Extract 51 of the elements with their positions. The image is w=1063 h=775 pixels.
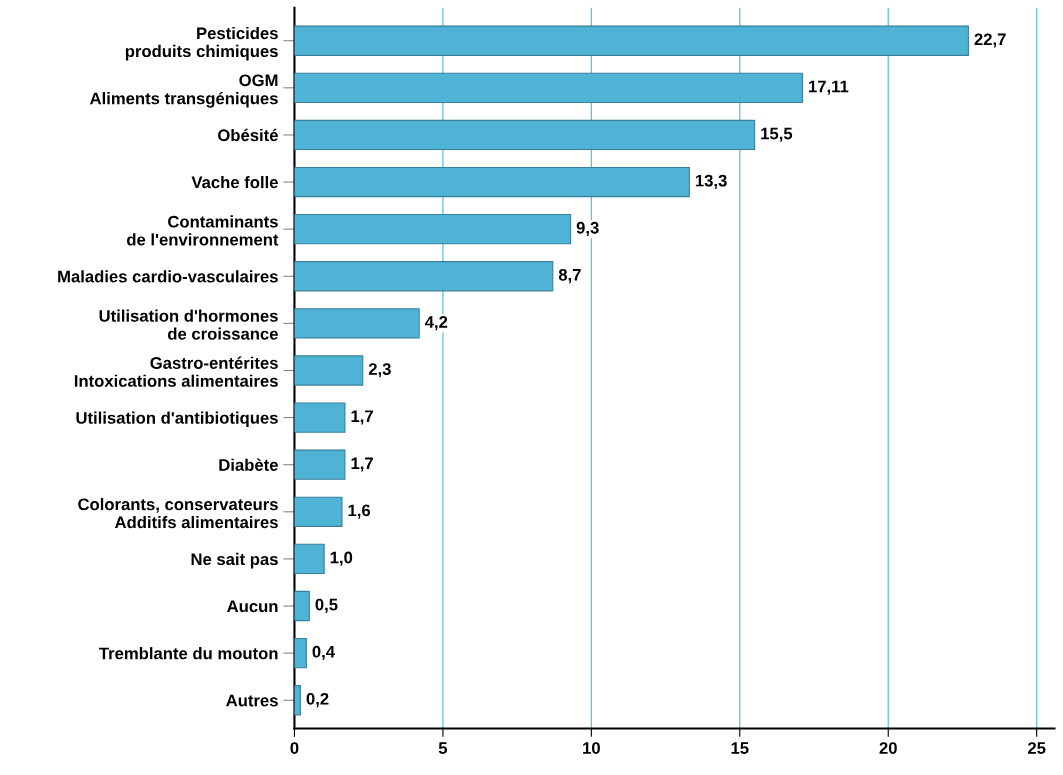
bar: [294, 496, 343, 527]
y-tick-label: Vache folle: [191, 176, 278, 189]
bar: [294, 261, 554, 292]
y-tick-label: Pesticides produits chimiques: [125, 26, 278, 61]
bar: [294, 119, 756, 151]
x-tick-label: 25: [1027, 742, 1046, 754]
y-tick-label: Tremblante du mouton: [99, 647, 278, 660]
data-label: 1,7: [351, 457, 373, 472]
x-tick-label: 20: [879, 742, 897, 754]
y-tick-label: Colorants, conservateurs Additifs alimentaires: [78, 498, 278, 529]
y-tick-label: Maladies cardio-vasculaires: [58, 270, 278, 283]
y-tick-label: Ne sait pas: [191, 552, 278, 569]
y-tick-label: Utilisation d'antibiotiques: [76, 411, 278, 428]
data-label: 17,11: [809, 80, 849, 95]
y-tick-label: Utilisation d'hormones de croissance: [99, 309, 278, 340]
y-tick-label: OGM Aliments transgéniques: [89, 74, 278, 108]
data-label: 8,7: [558, 268, 581, 284]
y-tick-label: Aucun: [227, 600, 278, 613]
bar: [294, 355, 364, 386]
bar: [294, 543, 325, 575]
bar: [294, 166, 690, 198]
bar: [294, 72, 803, 103]
data-label: 0,2: [306, 692, 329, 708]
bar: [294, 213, 572, 245]
bar: [294, 685, 301, 716]
bar: [294, 590, 310, 622]
x-tick-label: 0: [290, 742, 299, 754]
y-tick-label: Contaminants de l'environnement: [127, 215, 279, 246]
y-tick-label: Gastro-entérites Intoxications alimentaires: [74, 356, 278, 387]
y-tick-label: Diabète: [219, 458, 278, 471]
x-tick-label: 10: [583, 742, 600, 754]
y-tick-label: Obésité: [218, 128, 278, 142]
bar: [294, 637, 307, 669]
data-label: 22,7: [974, 33, 1006, 48]
bar: [294, 402, 346, 433]
x-tick-label: 15: [731, 742, 749, 754]
data-label: 1,0: [330, 551, 353, 566]
bar: [294, 449, 346, 480]
bar: [294, 25, 969, 56]
data-label: 15,5: [761, 127, 793, 142]
data-label: 0,4: [312, 645, 335, 661]
data-label: 9,3: [576, 221, 599, 237]
bar: [294, 308, 420, 339]
data-label: 1,6: [348, 504, 371, 519]
data-label: 2,3: [368, 363, 391, 378]
x-tick-label: 5: [438, 742, 448, 754]
data-label: 4,2: [424, 316, 448, 331]
data-label: 1,7: [351, 410, 373, 425]
y-tick-label: Autres: [226, 694, 278, 707]
data-label: 0,5: [315, 598, 338, 613]
data-label: 13,3: [695, 174, 727, 189]
